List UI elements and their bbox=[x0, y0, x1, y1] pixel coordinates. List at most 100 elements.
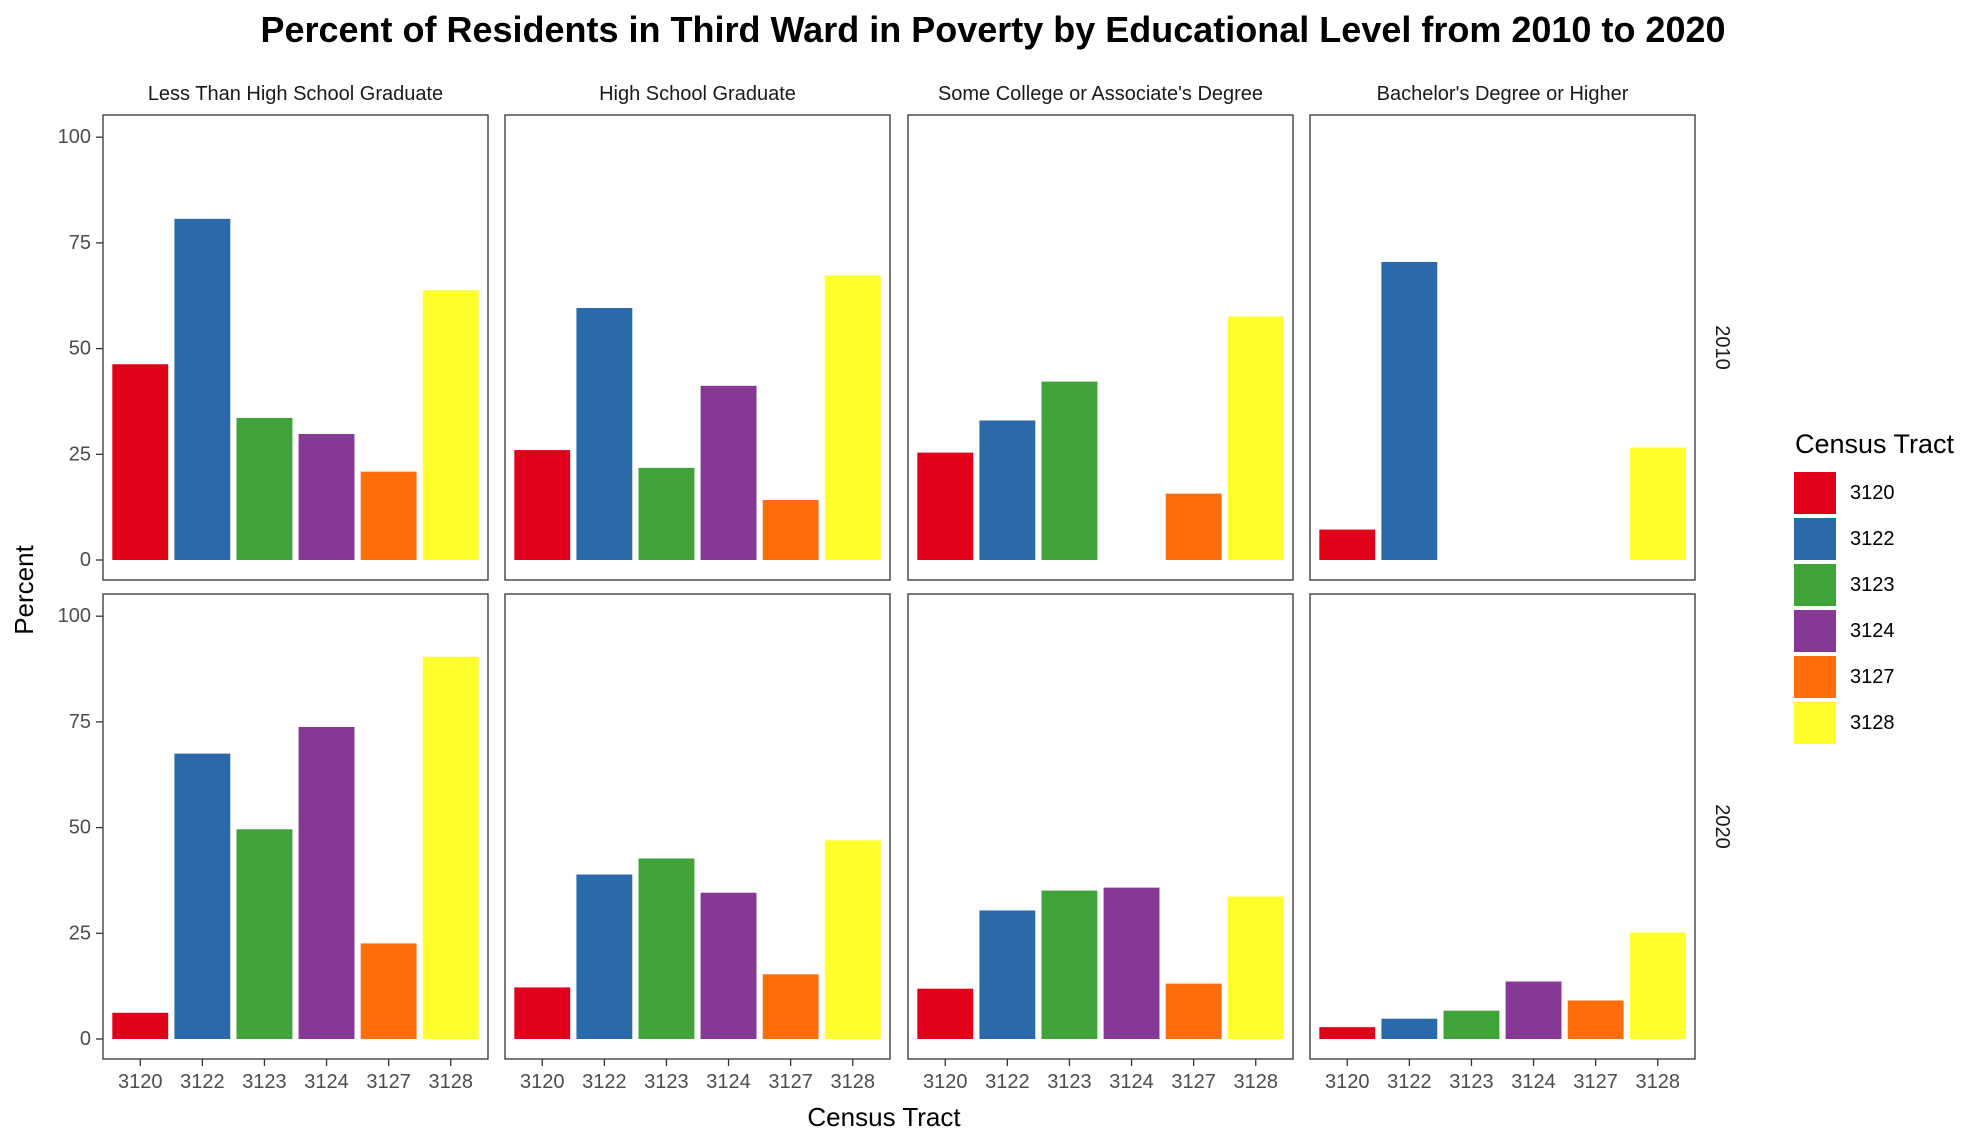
bar-2010-some-college-or-associate-s-degree-3123 bbox=[1041, 381, 1098, 560]
legend-swatch-3120 bbox=[1794, 472, 1836, 514]
legend-label-3128: 3128 bbox=[1850, 712, 1895, 734]
panels-layer: Less Than High School Graduate High Schoo… bbox=[58, 83, 1733, 1093]
bar-2010-bachelor-s-degree-or-higher-3128 bbox=[1629, 447, 1686, 560]
bar-2010-less-than-high-school-graduate-3123 bbox=[236, 417, 293, 560]
bar-2010-high-school-graduate-3124 bbox=[700, 385, 757, 560]
bar-2020-bachelor-s-degree-or-higher-3122 bbox=[1381, 1018, 1438, 1039]
x-tick-label-high-school-graduate-3120: 3120 bbox=[520, 1071, 565, 1093]
x-tick-label-bachelor-s-degree-or-higher-3120: 3120 bbox=[1325, 1071, 1370, 1093]
strip-label-high-school-graduate: High School Graduate bbox=[599, 83, 796, 105]
bar-2010-less-than-high-school-graduate-3128 bbox=[422, 290, 479, 560]
legend: Census Tract 3120 3122 3123 3124 3127 3128 bbox=[1794, 429, 1955, 744]
bar-2020-some-college-or-associate-s-degree-3128 bbox=[1227, 896, 1284, 1039]
bar-2010-high-school-graduate-3128 bbox=[824, 275, 881, 560]
bar-2020-bachelor-s-degree-or-higher-3123 bbox=[1443, 1010, 1500, 1039]
panel-2020-high-school-graduate bbox=[504, 593, 891, 1060]
bar-2020-high-school-graduate-3128 bbox=[824, 840, 881, 1039]
x-tick-label-some-college-or-associate-s-degree-3122: 3122 bbox=[985, 1071, 1030, 1093]
panel-2010-less-than-high-school-graduate bbox=[102, 114, 489, 581]
y-tick-label-2010-25: 25 bbox=[69, 443, 91, 465]
bar-2020-less-than-high-school-graduate-3123 bbox=[236, 829, 293, 1039]
x-tick-label-less-than-high-school-graduate-3122: 3122 bbox=[180, 1071, 225, 1093]
x-tick-label-less-than-high-school-graduate-3120: 3120 bbox=[118, 1071, 163, 1093]
panel-2010-bachelor-s-degree-or-higher bbox=[1309, 114, 1696, 581]
x-tick-label-high-school-graduate-3122: 3122 bbox=[582, 1071, 627, 1093]
y-tick-label-2010-100: 100 bbox=[58, 126, 91, 148]
x-tick-label-high-school-graduate-3128: 3128 bbox=[830, 1071, 875, 1093]
bar-2020-less-than-high-school-graduate-3128 bbox=[422, 656, 479, 1039]
x-tick-label-bachelor-s-degree-or-higher-3127: 3127 bbox=[1573, 1071, 1618, 1093]
bar-2020-less-than-high-school-graduate-3122 bbox=[174, 753, 231, 1039]
panel-2020-less-than-high-school-graduate bbox=[102, 593, 489, 1060]
x-tick-label-bachelor-s-degree-or-higher-3124: 3124 bbox=[1511, 1071, 1556, 1093]
bar-2020-bachelor-s-degree-or-higher-3127 bbox=[1567, 1000, 1624, 1039]
x-tick-label-some-college-or-associate-s-degree-3127: 3127 bbox=[1171, 1071, 1216, 1093]
x-tick-label-high-school-graduate-3123: 3123 bbox=[644, 1071, 689, 1093]
legend-label-3127: 3127 bbox=[1850, 666, 1895, 688]
x-tick-label-less-than-high-school-graduate-3127: 3127 bbox=[366, 1071, 411, 1093]
panel-2010-high-school-graduate bbox=[504, 114, 891, 581]
bar-2010-some-college-or-associate-s-degree-3128 bbox=[1227, 316, 1284, 560]
x-tick-label-high-school-graduate-3127: 3127 bbox=[768, 1071, 813, 1093]
y-tick-label-2010-75: 75 bbox=[69, 232, 91, 254]
x-axis-title: Census Tract bbox=[807, 1102, 961, 1132]
x-tick-label-less-than-high-school-graduate-3124: 3124 bbox=[304, 1071, 349, 1093]
x-tick-label-some-college-or-associate-s-degree-3120: 3120 bbox=[923, 1071, 968, 1093]
bar-2020-some-college-or-associate-s-degree-3120 bbox=[917, 988, 974, 1039]
x-tick-label-bachelor-s-degree-or-higher-3123: 3123 bbox=[1449, 1071, 1494, 1093]
row-label-2010: 2010 bbox=[1711, 325, 1733, 370]
y-tick-label-2020-50: 50 bbox=[69, 817, 91, 839]
bar-2010-high-school-graduate-3122 bbox=[576, 308, 633, 560]
legend-label-3124: 3124 bbox=[1850, 620, 1895, 642]
legend-label-3123: 3123 bbox=[1850, 574, 1895, 596]
bar-2020-less-than-high-school-graduate-3120 bbox=[112, 1012, 169, 1039]
legend-swatch-3122 bbox=[1794, 518, 1836, 560]
bar-2020-bachelor-s-degree-or-higher-3120 bbox=[1319, 1027, 1376, 1039]
bar-2010-bachelor-s-degree-or-higher-3120 bbox=[1319, 529, 1376, 560]
legend-label-3120: 3120 bbox=[1850, 482, 1895, 504]
legend-swatch-3127 bbox=[1794, 656, 1836, 698]
bar-2020-some-college-or-associate-s-degree-3123 bbox=[1041, 890, 1098, 1039]
panel-2020-some-college-or-associate-s-degree bbox=[907, 593, 1294, 1060]
bar-2010-less-than-high-school-graduate-3124 bbox=[298, 434, 355, 560]
y-tick-label-2010-50: 50 bbox=[69, 338, 91, 360]
panel-2010-some-college-or-associate-s-degree bbox=[907, 114, 1294, 581]
bar-2010-less-than-high-school-graduate-3127 bbox=[360, 471, 417, 560]
bar-2010-high-school-graduate-3127 bbox=[762, 499, 819, 560]
x-tick-label-less-than-high-school-graduate-3123: 3123 bbox=[242, 1071, 287, 1093]
bar-2010-some-college-or-associate-s-degree-3127 bbox=[1165, 493, 1222, 560]
bar-2020-some-college-or-associate-s-degree-3127 bbox=[1165, 983, 1222, 1039]
bar-2010-bachelor-s-degree-or-higher-3122 bbox=[1381, 261, 1438, 560]
x-tick-label-high-school-graduate-3124: 3124 bbox=[706, 1071, 751, 1093]
strip-label-less-than-high-school-graduate: Less Than High School Graduate bbox=[148, 83, 443, 105]
bar-2010-some-college-or-associate-s-degree-3120 bbox=[917, 452, 974, 560]
x-tick-label-some-college-or-associate-s-degree-3128: 3128 bbox=[1233, 1071, 1278, 1093]
y-tick-label-2020-25: 25 bbox=[69, 922, 91, 944]
y-tick-label-2020-100: 100 bbox=[58, 605, 91, 627]
legend-swatch-3128 bbox=[1794, 702, 1836, 744]
bar-2010-less-than-high-school-graduate-3120 bbox=[112, 364, 169, 560]
bar-2020-some-college-or-associate-s-degree-3122 bbox=[979, 910, 1036, 1039]
bar-2020-less-than-high-school-graduate-3124 bbox=[298, 726, 355, 1039]
legend-swatch-3123 bbox=[1794, 564, 1836, 606]
y-tick-label-2010-0: 0 bbox=[80, 549, 91, 571]
bar-2020-high-school-graduate-3123 bbox=[638, 858, 695, 1039]
bar-2010-high-school-graduate-3120 bbox=[514, 450, 571, 560]
bar-2020-high-school-graduate-3127 bbox=[762, 974, 819, 1039]
y-tick-label-2020-75: 75 bbox=[69, 711, 91, 733]
bar-2020-bachelor-s-degree-or-higher-3128 bbox=[1629, 932, 1686, 1039]
bar-2020-bachelor-s-degree-or-higher-3124 bbox=[1505, 981, 1562, 1039]
bar-2020-less-than-high-school-graduate-3127 bbox=[360, 943, 417, 1039]
y-tick-label-2020-0: 0 bbox=[80, 1028, 91, 1050]
legend-swatch-3124 bbox=[1794, 610, 1836, 652]
x-tick-label-less-than-high-school-graduate-3128: 3128 bbox=[428, 1071, 473, 1093]
x-tick-label-bachelor-s-degree-or-higher-3122: 3122 bbox=[1387, 1071, 1432, 1093]
bar-2010-high-school-graduate-3123 bbox=[638, 467, 695, 560]
bar-2020-high-school-graduate-3120 bbox=[514, 987, 571, 1039]
x-tick-label-some-college-or-associate-s-degree-3124: 3124 bbox=[1109, 1071, 1154, 1093]
legend-title: Census Tract bbox=[1795, 429, 1955, 459]
x-tick-label-bachelor-s-degree-or-higher-3128: 3128 bbox=[1635, 1071, 1680, 1093]
bar-2020-high-school-graduate-3124 bbox=[700, 892, 757, 1039]
legend-label-3122: 3122 bbox=[1850, 528, 1895, 550]
